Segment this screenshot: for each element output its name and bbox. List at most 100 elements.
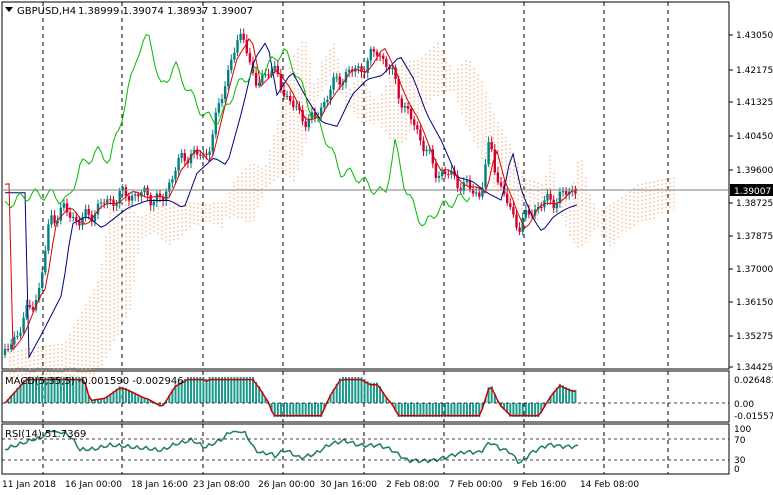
macd-bar xyxy=(242,377,245,403)
macd-bar xyxy=(450,403,453,417)
macd-bar xyxy=(248,377,251,403)
candle-body xyxy=(518,227,521,232)
candle-body xyxy=(490,141,493,150)
candle-body xyxy=(378,55,382,57)
macd-bar xyxy=(124,387,127,403)
candle-body xyxy=(292,101,295,108)
rsi-axis-label-0: 0 xyxy=(734,465,740,475)
macd-bar xyxy=(348,377,351,403)
kijun-sen-line xyxy=(5,42,578,360)
candle-body xyxy=(549,193,552,200)
candle-body xyxy=(276,65,279,75)
rsi-axis-label-30: 30 xyxy=(734,456,746,466)
candle-body xyxy=(245,39,248,54)
price-tick-label: 1.41325 xyxy=(736,98,773,108)
macd-bar xyxy=(53,377,56,403)
dropdown-triangle-icon[interactable] xyxy=(5,7,13,12)
candle-body xyxy=(59,207,62,221)
candle-body xyxy=(471,189,475,194)
candle-body xyxy=(360,66,363,73)
macd-bar xyxy=(369,382,372,403)
candle-body xyxy=(264,74,267,76)
macd-bar xyxy=(453,403,456,417)
candle-body xyxy=(220,99,224,104)
price-axis[interactable]: 1.43050 1.42175 1.41325 1.40450 1.39600 1.387… xyxy=(729,31,773,373)
macd-bar xyxy=(137,394,140,403)
candle-body xyxy=(366,60,369,74)
macd-bar xyxy=(394,403,397,412)
macd-bar xyxy=(515,403,518,417)
candle-body xyxy=(313,112,317,118)
candle-body xyxy=(242,33,245,40)
candle-body xyxy=(465,180,469,183)
candle-body xyxy=(462,182,465,191)
candle-body xyxy=(304,121,307,128)
candle-body xyxy=(478,192,481,197)
time-tick-label: 7 Feb 00:00 xyxy=(449,480,503,490)
macd-bar xyxy=(69,377,72,403)
macd-bar xyxy=(565,387,568,403)
candle-body xyxy=(425,149,428,152)
macd-bar xyxy=(323,403,326,410)
time-tick-label: 11 Jan 2018 xyxy=(2,480,56,490)
macd-bar xyxy=(245,377,248,403)
macd-bar xyxy=(298,403,301,417)
macd-bar xyxy=(208,377,211,403)
candle-body xyxy=(146,187,149,196)
macd-bar xyxy=(28,377,31,403)
candle-body xyxy=(332,77,335,90)
macd-bar xyxy=(422,403,425,417)
candle-body xyxy=(165,191,168,201)
macd-bar xyxy=(177,382,180,403)
macd-title: MACD(5,35,5) -0.001590 -0.002946 xyxy=(5,376,184,387)
macd-bar xyxy=(562,385,564,403)
candle-body xyxy=(481,187,484,197)
macd-bar xyxy=(56,377,59,403)
candle-body xyxy=(279,74,283,90)
macd-bar xyxy=(407,403,409,417)
macd-bar xyxy=(236,377,239,403)
macd-axis-label-bottom: -0.01557 xyxy=(734,412,773,422)
candle-body xyxy=(347,69,351,73)
macd-bar xyxy=(50,377,53,403)
macd-bar xyxy=(540,403,543,413)
macd-bar xyxy=(171,389,174,403)
candle-body xyxy=(134,194,137,196)
candle-body xyxy=(233,52,236,60)
macd-bar xyxy=(10,395,13,403)
macd-bar xyxy=(62,377,65,403)
candle-body xyxy=(248,53,252,63)
candle-body xyxy=(56,220,59,224)
macd-bar xyxy=(493,393,496,403)
macd-bar xyxy=(217,377,220,403)
candle-body xyxy=(10,344,13,350)
macd-bar xyxy=(456,403,459,417)
candle-body xyxy=(115,203,118,206)
macd-bar xyxy=(186,377,189,403)
candle-body xyxy=(124,187,128,197)
macd-bar xyxy=(558,383,561,403)
macd-bar xyxy=(81,377,84,403)
macd-bar xyxy=(478,403,481,417)
candle-body xyxy=(428,149,431,151)
price-tick-label: 1.40450 xyxy=(736,132,773,142)
candle-body xyxy=(512,207,515,215)
time-tick-label: 14 Feb 08:00 xyxy=(580,480,639,490)
candle-body xyxy=(310,112,314,119)
macd-bar xyxy=(13,391,16,403)
macd-bar xyxy=(93,399,96,403)
candle-body xyxy=(450,170,453,175)
time-axis: 11 Jan 2018 16 Jan 00:00 18 Jan 16:00 23 Ja… xyxy=(2,480,639,490)
macd-axis-label-zero: 0.00 xyxy=(734,400,754,410)
macd-bar xyxy=(97,399,99,403)
candle-body xyxy=(65,203,69,213)
macd-bar xyxy=(270,403,273,412)
candle-body xyxy=(152,201,155,206)
macd-bar xyxy=(16,387,19,403)
macd-bar xyxy=(382,391,385,403)
price-tick-label: 1.37000 xyxy=(736,265,773,275)
candle-body xyxy=(338,76,341,85)
candle-body xyxy=(72,216,75,218)
macd-bar xyxy=(292,403,295,417)
